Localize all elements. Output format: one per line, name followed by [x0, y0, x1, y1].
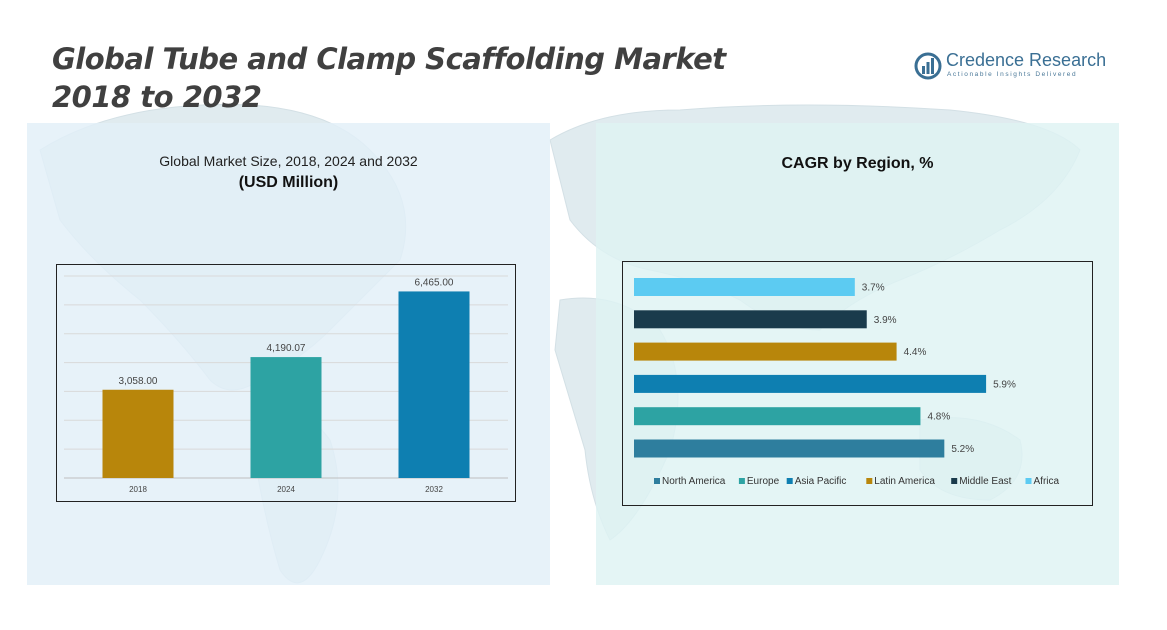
- bar-2018: [102, 389, 174, 478]
- bar-europe: [634, 407, 921, 426]
- legend-label: North America: [662, 476, 726, 487]
- market-size-subtitle: Global Market Size, 2018, 2024 and 2032: [159, 153, 418, 169]
- bar-africa: [634, 278, 855, 296]
- bar-value-label: 3,058.00: [119, 376, 158, 387]
- legend-swatch: [866, 478, 873, 484]
- legend-label: Middle East: [959, 476, 1011, 487]
- bar-asia-pacific: [634, 374, 987, 393]
- credence-research-logo: Credence Research Actionable Insights De…: [914, 50, 1107, 84]
- legend-label: Europe: [747, 476, 780, 487]
- legend-swatch: [786, 478, 793, 484]
- bar-value-label: 4,190.07: [267, 343, 306, 354]
- bar-value-label: 5.2%: [951, 444, 974, 455]
- page-title: Global Tube and Clamp Scaffolding Market…: [52, 40, 726, 116]
- bar-value-label: 3.7%: [862, 283, 885, 294]
- legend-swatch: [738, 478, 745, 484]
- bar-value-label: 6,465.00: [415, 277, 454, 288]
- legend-swatch: [654, 478, 660, 484]
- market-size-unit: (USD Million): [238, 174, 339, 191]
- bar-2024: [250, 357, 322, 478]
- legend-label: Asia Pacific: [795, 476, 847, 487]
- chart-frame: [622, 261, 1093, 506]
- bar-2032: [398, 291, 470, 478]
- page-title-line2: 2018 to 2032: [52, 80, 262, 114]
- legend-swatch: [951, 478, 958, 484]
- page-title-line1: Global Tube and Clamp Scaffolding Market: [52, 42, 726, 76]
- legend-swatch: [1025, 478, 1032, 484]
- market-size-panel: Global Market Size, 2018, 2024 and 2032 …: [27, 123, 550, 585]
- bar-value-label: 4.4%: [904, 347, 927, 358]
- logo-tagline: Actionable Insights Delivered: [947, 71, 1078, 78]
- chart-frame: [56, 264, 516, 502]
- x-tick-label: 2032: [425, 485, 443, 494]
- legend-label: Latin America: [874, 476, 935, 487]
- x-tick-label: 2024: [277, 485, 295, 494]
- bar-value-label: 5.9%: [993, 379, 1016, 390]
- market-size-bar-chart: 3,058.00 2018 4,190.07 2024 6,465.00 2032: [56, 264, 516, 502]
- bar-chart-in-circle-icon: [914, 52, 942, 80]
- cagr-title: CAGR by Region, %: [781, 155, 934, 172]
- bar-middle-east: [634, 310, 867, 329]
- bar-latin-america: [634, 342, 897, 361]
- cagr-horizontal-bar-chart: 3.7% 3.9% 4.4% 5.9% 4.8% 5.2% North America Eur…: [622, 261, 1093, 506]
- bar-north-america: [634, 439, 945, 458]
- legend-label: Africa: [1034, 476, 1060, 487]
- bar-value-label: 3.9%: [874, 315, 897, 326]
- cagr-panel: CAGR by Region, % 3.7% 3.9% 4.4% 5.9% 4.8% 5.…: [596, 123, 1119, 585]
- x-tick-label: 2018: [129, 485, 147, 494]
- logo-name: Credence Research: [946, 50, 1107, 70]
- bar-value-label: 4.8%: [927, 412, 950, 423]
